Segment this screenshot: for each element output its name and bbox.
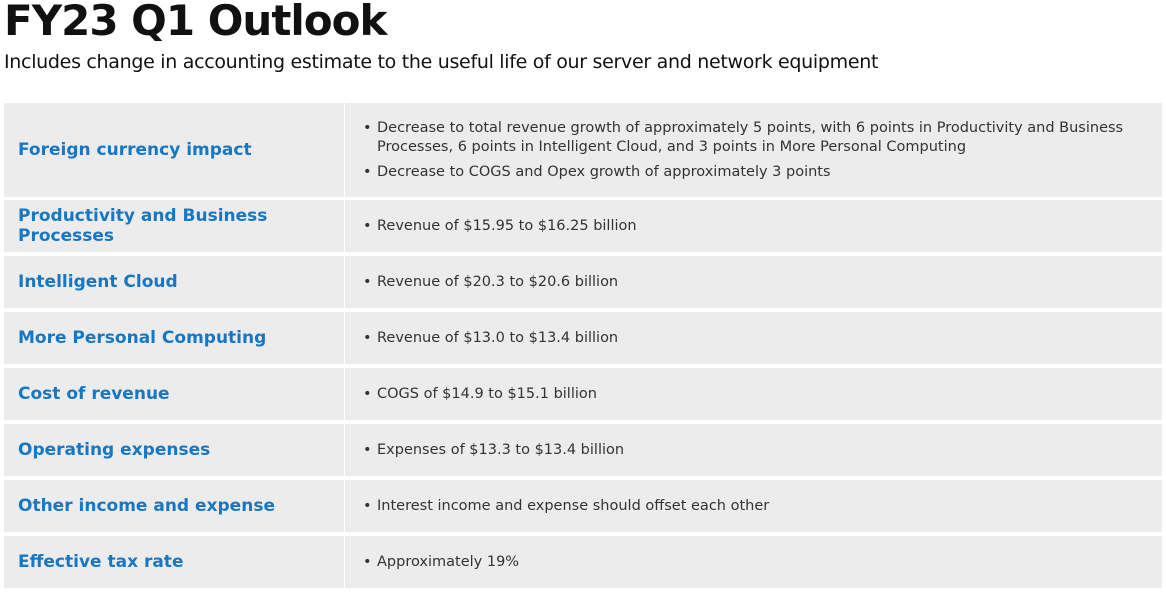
- row-details: Revenue of $15.95 to $16.25 billion: [345, 200, 1162, 252]
- bullet-item: Decrease to total revenue growth of appr…: [363, 119, 1132, 157]
- row-label: Intelligent Cloud: [4, 256, 345, 308]
- row-label: Operating expenses: [4, 424, 345, 476]
- row-details: Revenue of $20.3 to $20.6 billion: [345, 256, 1162, 308]
- row-details: Approximately 19%: [345, 536, 1162, 588]
- bullet-item: Revenue of $13.0 to $13.4 billion: [363, 329, 1132, 348]
- bullet-item: COGS of $14.9 to $15.1 billion: [363, 385, 1132, 404]
- row-label: Other income and expense: [4, 480, 345, 532]
- table-row: More Personal Computing Revenue of $13.0 …: [4, 312, 1162, 364]
- bullet-item: Expenses of $13.3 to $13.4 billion: [363, 441, 1132, 460]
- bullet-item: Revenue of $15.95 to $16.25 billion: [363, 217, 1132, 236]
- table-row: Effective tax rate Approximately 19%: [4, 536, 1162, 588]
- table-row: Foreign currency impact Decrease to total…: [4, 103, 1162, 197]
- table-row: Other income and expense Interest income …: [4, 480, 1162, 532]
- row-label: Productivity and Business Processes: [4, 200, 345, 252]
- row-details: Expenses of $13.3 to $13.4 billion: [345, 424, 1162, 476]
- row-details: Revenue of $13.0 to $13.4 billion: [345, 312, 1162, 364]
- row-label: Effective tax rate: [4, 536, 345, 588]
- outlook-table: Foreign currency impact Decrease to total…: [4, 103, 1162, 592]
- bullet-item: Approximately 19%: [363, 553, 1132, 572]
- table-row: Intelligent Cloud Revenue of $20.3 to $20…: [4, 256, 1162, 308]
- row-details: Decrease to total revenue growth of appr…: [345, 103, 1162, 197]
- bullet-item: Decrease to COGS and Opex growth of appr…: [363, 163, 1132, 182]
- title: FY23 Q1 Outlook: [4, 0, 387, 45]
- bullet-item: Revenue of $20.3 to $20.6 billion: [363, 273, 1132, 292]
- bullet-item: Interest income and expense should offse…: [363, 497, 1132, 516]
- row-details: Interest income and expense should offse…: [345, 480, 1162, 532]
- subtitle: Includes change in accounting estimate t…: [4, 51, 879, 73]
- table-row: Cost of revenue COGS of $14.9 to $15.1 bi…: [4, 368, 1162, 420]
- table-row: Operating expenses Expenses of $13.3 to $…: [4, 424, 1162, 476]
- row-details: COGS of $14.9 to $15.1 billion: [345, 368, 1162, 420]
- row-label: More Personal Computing: [4, 312, 345, 364]
- row-label: Cost of revenue: [4, 368, 345, 420]
- row-label: Foreign currency impact: [4, 103, 345, 197]
- table-row: Productivity and Business Processes Reven…: [4, 200, 1162, 252]
